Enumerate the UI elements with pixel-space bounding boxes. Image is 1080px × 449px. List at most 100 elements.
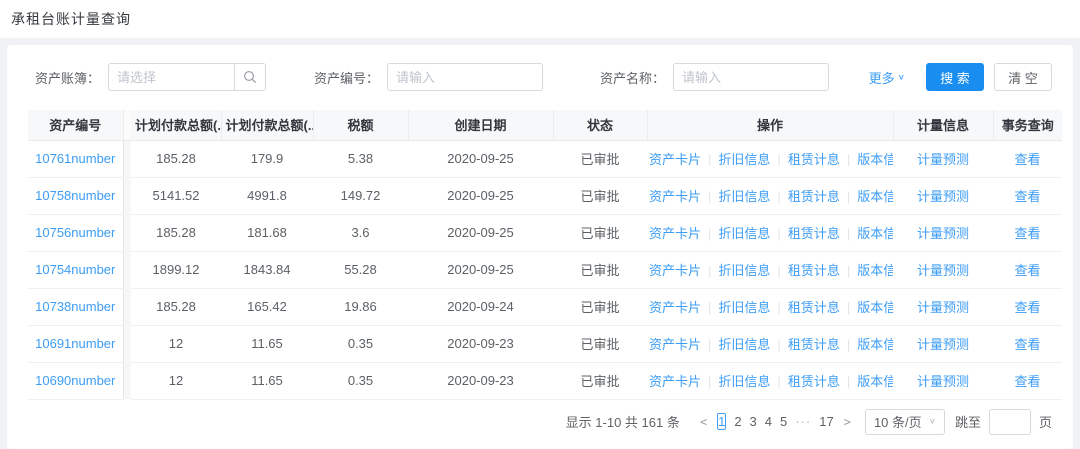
asset-number-link[interactable]: 10754number [35,262,116,277]
operations-cell: 资产卡片 | 折旧信息 | 租赁计息 | 版本信息 [647,288,893,326]
measure-forecast-link[interactable]: 计量预测 [916,189,969,204]
asset-number-cell: 10758number [28,177,123,215]
asset-book-search-button[interactable] [234,63,266,91]
prev-page-icon[interactable]: < [699,414,708,429]
measure-forecast-link[interactable]: 计量预测 [916,263,969,278]
measure-forecast-link[interactable]: 计量预测 [916,300,969,315]
tax-cell: 0.35 [313,362,408,400]
operation-link-1[interactable]: 资产卡片 [649,189,702,204]
more-filters-link[interactable]: 更多 ∨ [869,68,905,87]
asset-name-label: 资产名称： [599,70,665,86]
operation-link-2[interactable]: 折旧信息 [718,374,771,389]
operations-cell: 资产卡片 | 折旧信息 | 租赁计息 | 版本信息 [647,362,893,400]
measure-forecast-link[interactable]: 计量预测 [916,374,969,389]
measure-info-cell: 计量预测 [893,177,993,215]
view-link[interactable]: 查看 [1014,374,1041,389]
measure-forecast-link[interactable]: 计量预测 [916,152,969,167]
asset-number-link[interactable]: 10756number [35,225,116,240]
measure-info-cell: 计量预测 [893,325,993,363]
asset-number-link[interactable]: 10758number [35,188,116,203]
column-header: 操作 [647,110,894,141]
operation-link-4[interactable]: 版本信息 [857,189,893,204]
operation-link-2[interactable]: 折旧信息 [718,263,771,278]
operation-link-1[interactable]: 资产卡片 [649,152,702,167]
operation-link-2[interactable]: 折旧信息 [718,189,771,204]
operation-link-4[interactable]: 版本信息 [857,152,893,167]
status-cell: 已审批 [553,288,647,326]
operation-separator: | [777,152,781,167]
operation-link-4[interactable]: 版本信息 [857,374,893,389]
planned-total-1-cell: 185.28 [131,214,221,252]
operation-separator: | [846,300,851,315]
operation-link-3[interactable]: 租赁计息 [787,152,840,167]
transaction-query-cell: 查看 [993,288,1062,326]
measure-info-cell: 计量预测 [893,140,993,178]
page-number-5[interactable]: 5 [780,413,788,429]
view-link[interactable]: 查看 [1014,263,1041,278]
asset-number-input[interactable] [387,63,543,91]
operation-separator: | [777,263,781,278]
operation-link-2[interactable]: 折旧信息 [718,300,771,315]
operation-link-4[interactable]: 版本信息 [857,226,893,241]
operation-link-3[interactable]: 租赁计息 [787,337,840,352]
operation-link-1[interactable]: 资产卡片 [649,263,702,278]
operation-link-1[interactable]: 资产卡片 [649,300,702,315]
planned-total-1-cell: 12 [131,325,221,363]
operation-separator: | [708,337,712,352]
measure-forecast-link[interactable]: 计量预测 [916,337,969,352]
jump-page-input[interactable] [988,408,1031,435]
operation-link-3[interactable]: 租赁计息 [787,263,840,278]
operation-link-3[interactable]: 租赁计息 [787,374,840,389]
operation-link-3[interactable]: 租赁计息 [787,300,840,315]
operations-cell: 资产卡片 | 折旧信息 | 租赁计息 | 版本信息 [647,214,893,252]
operation-link-4[interactable]: 版本信息 [857,337,893,352]
asset-name-input[interactable] [673,63,829,91]
asset-number-link[interactable]: 10738number [35,299,116,314]
operation-link-3[interactable]: 租赁计息 [787,226,840,241]
page-number-2[interactable]: 2 [734,413,742,429]
column-header: 计量信息 [893,110,994,141]
operation-link-2[interactable]: 折旧信息 [718,226,771,241]
search-button[interactable]: 搜 索 [926,63,984,91]
column-header: 事务查询 [993,110,1062,141]
operation-link-2[interactable]: 折旧信息 [718,337,771,352]
column-header: 状态 [553,110,648,141]
view-link[interactable]: 查看 [1014,152,1041,167]
page-number-3[interactable]: 3 [749,413,757,429]
planned-total-1-cell: 5141.52 [131,177,221,215]
operation-separator: | [708,226,712,241]
planned-total-2-cell: 4991.8 [221,177,313,215]
clear-button[interactable]: 清 空 [994,63,1052,91]
operations-cell: 资产卡片 | 折旧信息 | 租赁计息 | 版本信息 [647,325,893,363]
measure-info-cell: 计量预测 [893,251,993,289]
operation-link-1[interactable]: 资产卡片 [649,226,702,241]
operation-link-1[interactable]: 资产卡片 [649,374,702,389]
operation-link-1[interactable]: 资产卡片 [649,337,702,352]
operation-link-3[interactable]: 租赁计息 [787,189,840,204]
planned-total-1-cell: 185.28 [131,288,221,326]
transaction-query-cell: 查看 [993,325,1062,363]
view-link[interactable]: 查看 [1014,337,1041,352]
asset-number-link[interactable]: 10691number [35,336,116,351]
page-header: 承租台账计量查询 [0,0,1080,38]
measure-forecast-link[interactable]: 计量预测 [916,226,969,241]
view-link[interactable]: 查看 [1014,226,1041,241]
view-link[interactable]: 查看 [1014,300,1041,315]
chevron-down-icon: ∨ [897,72,905,82]
next-page-icon[interactable]: > [843,414,851,429]
planned-total-2-cell: 11.65 [221,325,313,363]
view-link[interactable]: 查看 [1014,189,1041,204]
operation-link-4[interactable]: 版本信息 [857,263,893,278]
page-number-4[interactable]: 4 [764,413,773,429]
page-number-17[interactable]: 17 [819,413,834,429]
operation-link-2[interactable]: 折旧信息 [718,152,771,167]
planned-total-2-cell: 1843.84 [221,251,313,289]
operation-link-4[interactable]: 版本信息 [857,300,893,315]
page-number-1[interactable]: 1 [717,412,727,430]
page-size-select[interactable]: 10 条/页 ∨ [864,408,945,435]
asset-number-link[interactable]: 10690number [35,373,116,388]
status-cell: 已审批 [553,251,647,289]
asset-number-link[interactable]: 10761number [35,151,116,166]
asset-book-input[interactable] [108,63,234,91]
column-header: 计划付款总额(... [131,110,222,141]
